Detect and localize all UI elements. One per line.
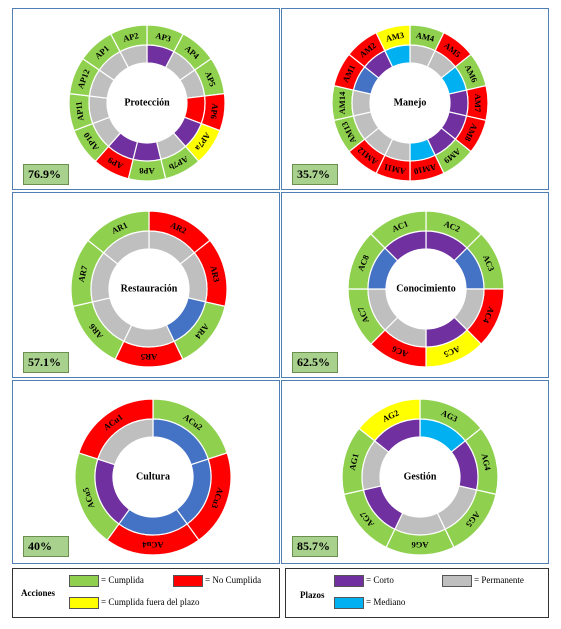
donut-hole	[111, 251, 187, 327]
segment-label-am11: AM11	[383, 162, 407, 177]
panel-gestion: AG3 AG4 AG5 AG6 AG7 AG1 AG2 Gestión 85.7%	[281, 380, 549, 564]
segment-label-ap11: AP11	[73, 101, 85, 121]
legend-cumplida: = Cumplida	[101, 575, 144, 585]
panel-conocimiento: AC2 AC3 AC4 AC5 AC6 AC7 AC8 AC1 Conocimiento 62.…	[281, 192, 549, 378]
segment-label-am7: AM7	[473, 94, 483, 113]
donut-hole	[115, 439, 191, 515]
segment-label-ar5: AR5	[141, 352, 158, 362]
legend-acciones-title: Acciones	[21, 588, 55, 598]
segment-label-am4: AM4	[415, 30, 436, 44]
donut-hole	[388, 251, 464, 327]
swatch-fuera-plazo	[69, 597, 99, 609]
segment-label-am10: AM10	[413, 162, 437, 177]
legend-permanente: = Permanente	[474, 575, 524, 585]
panel-manejo: AM4 AM5 AM6 AM7 AM8 AM9 AM10 AM11 AM12 AM13 AM14 AM…	[281, 8, 549, 190]
center-label-proteccion: Protección	[124, 98, 170, 109]
segment-label-ap3: AP3	[155, 30, 173, 43]
center-label-cultura: Cultura	[136, 472, 170, 483]
legend-fuera-plazo: = Cumplida fuera del plazo	[101, 597, 200, 607]
panel-restauracion: AR2 AR3 AR4 AR5 AR6 AR7 AR1 Restauración 57.1%	[12, 192, 280, 378]
panel-cultura: ACu2 ACu3 ACu4 ACu5 ACu1 Cultura 40%	[12, 380, 280, 564]
segment-label-ap2: AP2	[122, 30, 140, 43]
segment-label-ag1: AG1	[347, 452, 361, 471]
swatch-permanente	[442, 575, 472, 587]
segment-label-ap8: AP8	[139, 166, 155, 176]
donut-hole	[382, 439, 458, 515]
segment-term-ac1	[384, 230, 427, 262]
segment-label-ag4: AG4	[480, 452, 494, 472]
segment-label-am3: AM3	[385, 30, 405, 44]
center-label-restauracion: Restauración	[121, 284, 178, 295]
percentage-conocimiento: 62.5%	[292, 352, 338, 373]
center-label-gestion: Gestión	[404, 472, 437, 483]
segment-label-am14: AM14	[337, 91, 347, 114]
segment-term-ar5	[123, 324, 175, 348]
percentage-gestion: 85.7%	[292, 536, 338, 557]
donut-hole	[372, 65, 448, 141]
segment-label-ag6: AG6	[412, 540, 429, 550]
segment-term-acu1	[97, 418, 154, 466]
segment-term-ag6	[394, 512, 446, 536]
percentage-cultura: 40%	[23, 536, 69, 557]
segment-term-ag2	[373, 418, 421, 453]
legend-no-cumplida: = No Cumplida	[205, 575, 262, 585]
donut-hole	[109, 65, 185, 141]
center-label-conocimiento: Conocimiento	[396, 284, 455, 295]
segment-term-ar1	[102, 230, 150, 265]
swatch-corto	[334, 575, 364, 587]
legend-plazos: Plazos = Corto = Permanente = Mediano	[285, 568, 549, 618]
legend-mediano: = Mediano	[366, 597, 406, 607]
percentage-restauracion: 57.1%	[23, 352, 69, 373]
donut-proteccion: AP3AP4AP5AP6AP7aAP7bAP8AP9AP10AP11AP12AP…	[68, 24, 226, 182]
segment-term-am3	[384, 44, 411, 68]
donut-manejo: AM4AM5AM6AM7AM8AM9AM10AM11AM12AM13AM14AM…	[331, 24, 489, 182]
segment-label-ar3: AR3	[209, 265, 222, 283]
segment-term-ap2	[119, 44, 148, 69]
swatch-cumplida	[69, 575, 99, 587]
center-label-manejo: Manejo	[394, 98, 427, 109]
swatch-mediano	[334, 597, 364, 609]
legend-acciones: Acciones = Cumplida = No Cumplida = Cump…	[12, 568, 280, 618]
legend-plazos-title: Plazos	[300, 590, 325, 600]
percentage-proteccion: 76.9%	[23, 164, 69, 185]
legend-corto: = Corto	[366, 575, 394, 585]
panel-proteccion: AP3 AP4 AP5 AP6 AP7a AP7b AP8 AP9 AP10 AP11 AP12 AP…	[12, 8, 280, 190]
percentage-manejo: 35.7%	[292, 164, 338, 185]
swatch-no-cumplida	[173, 575, 203, 587]
segment-label-ap6: AP6	[209, 103, 221, 120]
segment-label-ar7: AR7	[76, 264, 90, 283]
segment-label-acu4: ACu4	[142, 540, 164, 550]
